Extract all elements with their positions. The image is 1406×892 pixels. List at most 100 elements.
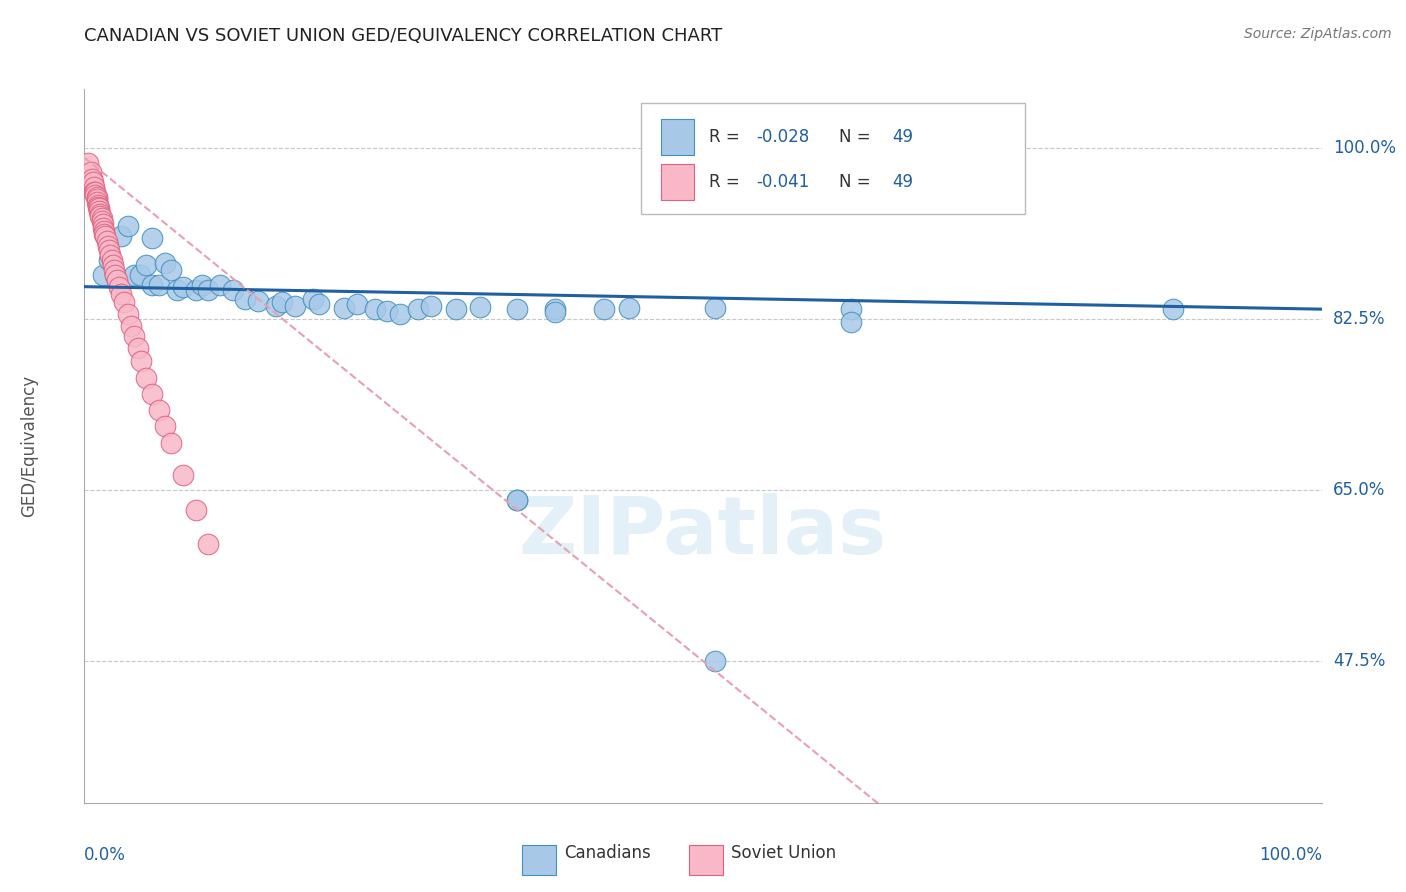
Point (108, 279, 131, 293)
Text: GED/Equivalency: GED/Equivalency (20, 375, 38, 517)
Point (91, 217, 114, 231)
Point (877, 173, 900, 187)
Point (172, 468, 194, 483)
Point (117, 219, 139, 233)
Text: Canadians: Canadians (564, 844, 651, 862)
Point (141, 231, 163, 245)
Text: 100.0%: 100.0% (1258, 846, 1322, 863)
Point (543, 305, 565, 319)
Point (153, 256, 176, 270)
Point (127, 341, 149, 355)
Point (82, 175, 104, 189)
Point (129, 354, 152, 368)
Point (91, 268, 114, 282)
Point (166, 283, 188, 297)
Point (122, 268, 145, 282)
Point (100, 253, 122, 268)
Point (110, 228, 132, 243)
Text: -0.028: -0.028 (756, 128, 810, 146)
Point (105, 273, 128, 287)
Point (77, 155, 100, 169)
Point (83, 180, 105, 194)
Point (90, 214, 112, 228)
Text: CANADIAN VS SOVIET UNION GED/EQUIVALENCY CORRELATION CHART: CANADIAN VS SOVIET UNION GED/EQUIVALENCY… (84, 27, 723, 45)
FancyBboxPatch shape (689, 845, 723, 875)
Point (93, 227, 115, 241)
Point (87, 200, 110, 214)
Point (841, 315, 863, 329)
Point (97, 238, 120, 252)
Text: 49: 49 (893, 128, 914, 146)
Point (141, 387, 163, 401)
Point (333, 301, 356, 315)
Point (271, 295, 294, 310)
Point (246, 294, 269, 309)
Point (617, 301, 640, 315)
Point (172, 279, 194, 293)
Point (160, 436, 183, 450)
FancyBboxPatch shape (661, 164, 695, 200)
Point (506, 492, 529, 507)
Point (86, 190, 108, 204)
Point (264, 299, 287, 313)
Point (191, 277, 214, 292)
Point (419, 299, 441, 313)
Text: Soviet Union: Soviet Union (731, 844, 837, 862)
Point (184, 502, 207, 516)
Point (184, 283, 207, 297)
Point (90, 211, 112, 226)
Point (160, 263, 183, 277)
Point (153, 419, 176, 434)
Point (89, 209, 111, 223)
Point (93, 224, 115, 238)
Point (506, 302, 529, 317)
Point (91, 221, 114, 235)
Text: 47.5%: 47.5% (1333, 652, 1385, 670)
Point (209, 277, 232, 292)
Text: -0.041: -0.041 (756, 173, 810, 191)
Point (704, 654, 727, 668)
Point (83, 185, 105, 199)
Point (104, 268, 127, 282)
Point (141, 277, 163, 292)
Point (506, 492, 529, 507)
Point (135, 370, 157, 384)
Point (302, 293, 325, 307)
Point (1161, 302, 1184, 317)
Text: 65.0%: 65.0% (1333, 481, 1385, 499)
FancyBboxPatch shape (641, 103, 1025, 214)
Point (80, 172, 103, 186)
Point (593, 302, 616, 317)
Point (79, 165, 101, 179)
Point (98, 248, 121, 262)
Point (89, 207, 111, 221)
Point (408, 302, 430, 317)
Text: 49: 49 (893, 173, 914, 191)
Point (841, 302, 863, 317)
Point (135, 258, 157, 272)
FancyBboxPatch shape (661, 120, 695, 155)
Point (148, 277, 170, 292)
Point (470, 300, 492, 314)
Point (704, 301, 727, 315)
Point (233, 293, 256, 307)
Text: Source: ZipAtlas.com: Source: ZipAtlas.com (1244, 27, 1392, 41)
Point (543, 302, 565, 317)
Text: 100.0%: 100.0% (1333, 139, 1396, 157)
Point (364, 302, 387, 317)
Point (197, 283, 219, 297)
Point (308, 297, 330, 311)
Point (98, 253, 121, 268)
Point (222, 283, 245, 297)
Text: N =: N = (839, 173, 876, 191)
Point (284, 299, 307, 313)
Point (103, 263, 125, 277)
Point (117, 307, 139, 321)
Point (129, 268, 152, 282)
Point (87, 197, 110, 211)
Point (377, 304, 399, 318)
Point (444, 302, 467, 317)
Point (120, 318, 142, 333)
Point (84, 187, 107, 202)
Point (86, 194, 108, 209)
